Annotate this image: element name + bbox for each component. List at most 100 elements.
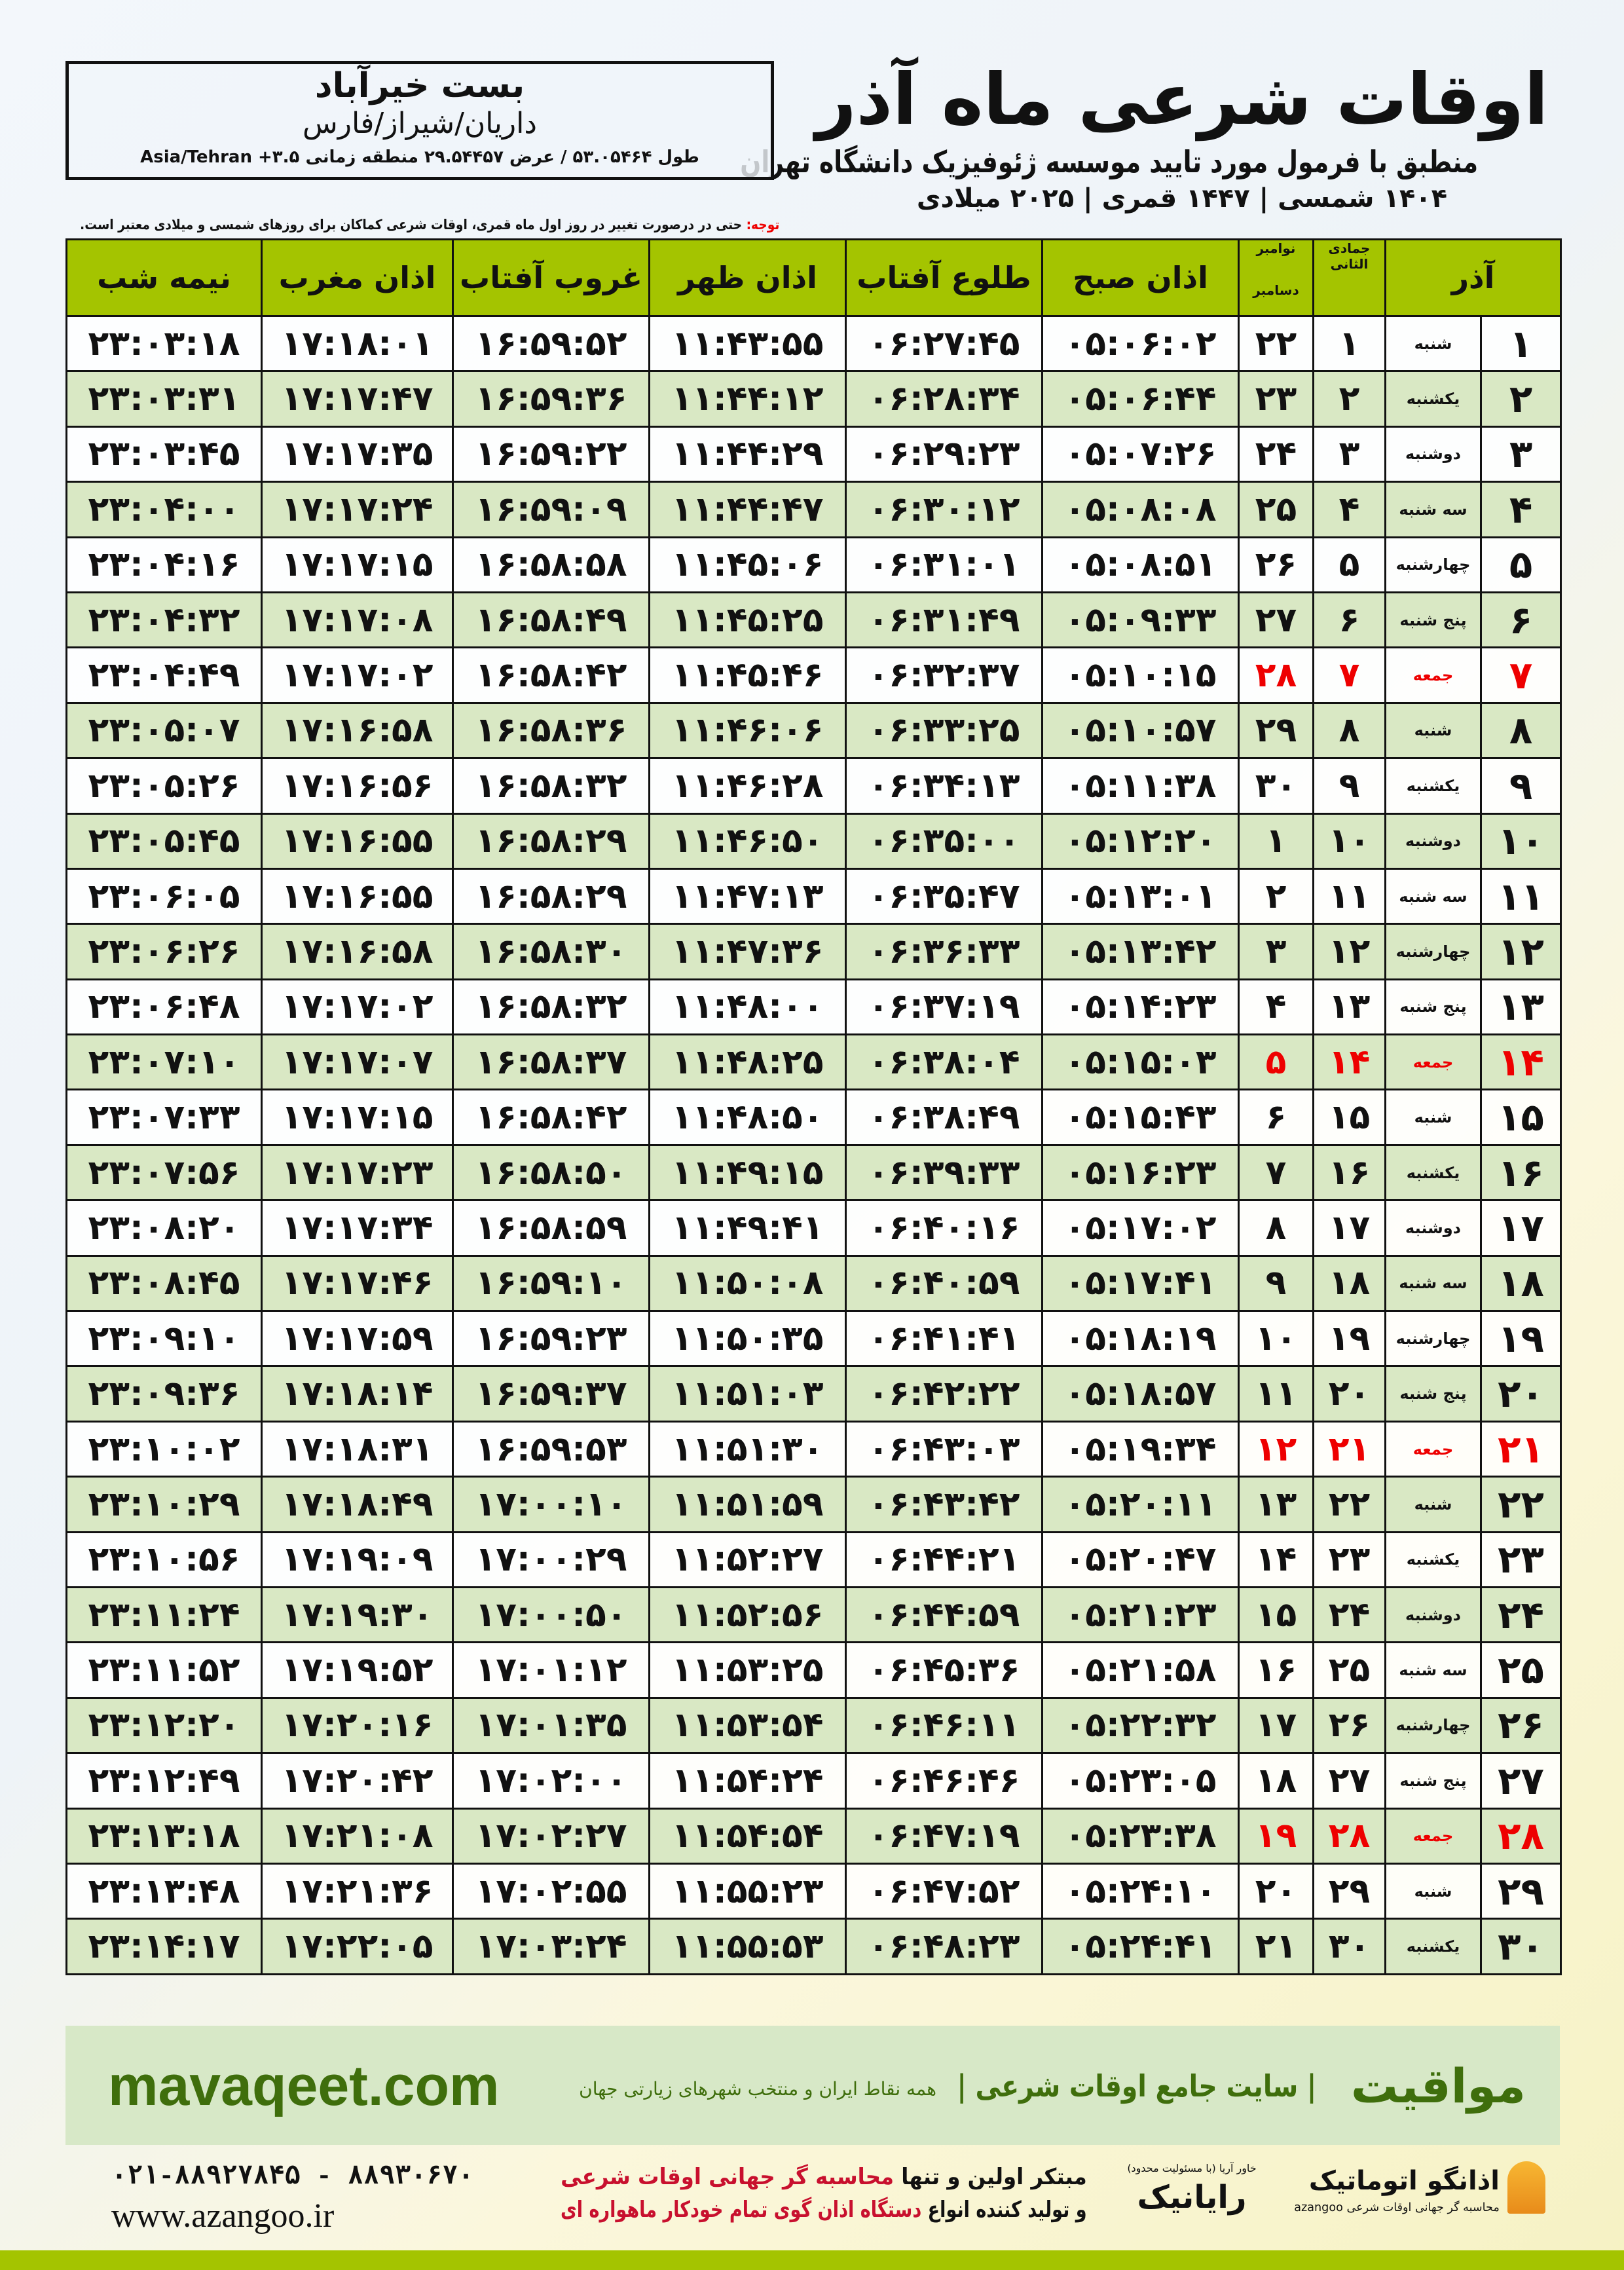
cell-jumada-day: ۱۸ xyxy=(1312,1254,1386,1312)
mavaqeet-tagline-sub: همه نقاط ایران و منتخب شهرهای زیارتی جها… xyxy=(570,2070,936,2109)
cell-gregorian-day: ۱۹ xyxy=(1238,1807,1314,1865)
cell-maghreb: ۱۷:۱۷:۱۵ xyxy=(261,1088,454,1146)
cell-tolu: ۰۶:۴۳:۰۳ xyxy=(845,1420,1043,1478)
cell-jumada-day: ۱۶ xyxy=(1312,1144,1386,1202)
cell-jumada-day: ۲۹ xyxy=(1312,1862,1386,1920)
cell-nimeshab: ۲۳:۰۵:۲۶ xyxy=(65,757,263,815)
cell-zohr: ۱۱:۵۲:۲۷ xyxy=(648,1531,847,1588)
page-subtitle-text: منطبق با فرمول مورد تایید موسسه ژئوفیزیک… xyxy=(739,144,1478,179)
cell-tolu: ۰۶:۴۶:۱۱ xyxy=(845,1696,1043,1755)
table-row: ۲۸ جمعه ۲۸ ۱۹ ۰۵:۲۳:۳۸ ۰۶:۴۷:۱۹ ۱۱:۵۴:۵۴ ۱۷:۰۲:… xyxy=(65,1807,1562,1865)
cell-ghorub: ۱۷:۰۰:۲۹ xyxy=(452,1531,650,1588)
cell-sobh: ۰۵:۰۸:۰۸ xyxy=(1041,481,1240,538)
cell-maghreb: ۱۷:۱۷:۳۵ xyxy=(261,425,454,483)
cell-gregorian-day: ۲۲ xyxy=(1238,314,1314,373)
mavaqeet-site[interactable]: mavaqeet.com xyxy=(108,2050,527,2122)
col-azar: آذر xyxy=(1384,238,1562,317)
note: توجه: حتی در درصورت تغییر در روز اول ماه… xyxy=(65,215,779,234)
cell-tolu: ۰۶:۳۰:۱۲ xyxy=(845,481,1043,538)
cell-jumada-day: ۲۲ xyxy=(1312,1476,1386,1533)
cell-gregorian-day: ۱۲ xyxy=(1238,1420,1314,1478)
cell-nimeshab: ۲۳:۱۰:۰۲ xyxy=(65,1420,263,1478)
mavaqeet-site-text[interactable]: mavaqeet.com xyxy=(108,2055,500,2117)
phone-numbers-text: ۰۲۱-۸۸۹۲۷۸۴۵ - ۸۸۹۳۰۶۷۰ xyxy=(111,2163,474,2192)
cell-maghreb: ۱۷:۱۸:۳۱ xyxy=(261,1420,454,1478)
cell-azar-day: ۲۹ xyxy=(1480,1862,1562,1920)
cell-azar-day: ۱۹ xyxy=(1480,1310,1562,1368)
cell-ghorub: ۱۶:۵۸:۳۶ xyxy=(452,701,650,760)
location-name-text: بست خیرآباد xyxy=(314,66,525,105)
cell-zohr: ۱۱:۵۲:۵۶ xyxy=(648,1586,847,1644)
cell-zohr: ۱۱:۴۳:۵۵ xyxy=(648,314,847,373)
cell-weekday: شنبه xyxy=(1384,1476,1483,1533)
dome-icon xyxy=(1507,2161,1545,2214)
cell-maghreb: ۱۷:۱۸:۱۴ xyxy=(261,1365,454,1423)
cell-weekday: چهارشنبه xyxy=(1384,923,1483,980)
cell-weekday: شنبه xyxy=(1384,701,1483,760)
table-row: ۴ سه شنبه ۴ ۲۵ ۰۵:۰۸:۰۸ ۰۶:۳۰:۱۲ ۱۱:۴۴:۴۷ ۱۶:۵۹… xyxy=(65,481,1562,538)
cell-zohr: ۱۱:۴۶:۵۰ xyxy=(648,812,847,870)
cell-zohr: ۱۱:۴۹:۱۵ xyxy=(648,1144,847,1202)
table-row: ۲۶ چهارشنبه ۲۶ ۱۷ ۰۵:۲۲:۳۲ ۰۶:۴۶:۱۱ ۱۱:۵۳:۵۴ ۱۷… xyxy=(65,1696,1562,1755)
cell-weekday: سه شنبه xyxy=(1384,867,1483,925)
col-maghreb: اذان مغرب xyxy=(261,238,454,317)
cell-maghreb: ۱۷:۱۸:۰۱ xyxy=(261,314,454,373)
phone-numbers: ۰۲۱-۸۸۹۲۷۸۴۵ - ۸۸۹۳۰۶۷۰ xyxy=(111,2161,517,2194)
cell-maghreb: ۱۷:۲۱:۳۶ xyxy=(261,1862,454,1920)
col-jumada: جمادی الثانی xyxy=(1312,238,1386,317)
mavaqeet-tagline-sub-text: همه نقاط ایران و منتخب شهرهای زیارتی جها… xyxy=(579,2078,936,2100)
cell-maghreb: ۱۷:۱۷:۳۴ xyxy=(261,1199,454,1257)
cell-ghorub: ۱۶:۵۹:۰۹ xyxy=(452,481,650,538)
cell-weekday: یکشنبه xyxy=(1384,757,1483,815)
cell-nimeshab: ۲۳:۱۳:۱۸ xyxy=(65,1807,263,1865)
cell-maghreb: ۱۷:۲۱:۰۸ xyxy=(261,1807,454,1865)
cell-ghorub: ۱۶:۵۸:۲۹ xyxy=(452,812,650,870)
cell-gregorian-day: ۲۵ xyxy=(1238,481,1314,538)
cell-azar-day: ۱۸ xyxy=(1480,1254,1562,1312)
cell-maghreb: ۱۷:۱۷:۰۲ xyxy=(261,646,454,704)
cell-weekday: دوشنبه xyxy=(1384,812,1483,870)
cell-nimeshab: ۲۳:۰۷:۳۳ xyxy=(65,1088,263,1146)
cell-ghorub: ۱۷:۰۲:۵۵ xyxy=(452,1862,650,1920)
cell-ghorub: ۱۶:۵۸:۵۹ xyxy=(452,1199,650,1257)
cell-tolu: ۰۶:۳۵:۴۷ xyxy=(845,867,1043,925)
cell-gregorian-day: ۹ xyxy=(1238,1254,1314,1312)
cell-weekday: پنج شنبه xyxy=(1384,1365,1483,1423)
cell-sobh: ۰۵:۱۱:۳۸ xyxy=(1041,757,1240,815)
cell-gregorian-day: ۷ xyxy=(1238,1144,1314,1202)
cell-gregorian-day: ۲۸ xyxy=(1238,646,1314,704)
table-body: ۱ شنبه ۱ ۲۲ ۰۵:۰۶:۰۲ ۰۶:۲۷:۴۵ ۱۱:۴۳:۵۵ ۱۶:۵۹:۵۲… xyxy=(65,314,1562,1975)
cell-tolu: ۰۶:۴۶:۴۶ xyxy=(845,1752,1043,1810)
promo1b: محاسبه گر جهانی اوقات شرعی xyxy=(561,2164,895,2190)
cell-sobh: ۰۵:۱۰:۵۷ xyxy=(1041,701,1240,760)
mavaqeet-logo: مواقیت xyxy=(1329,2053,1526,2119)
cell-azar-day: ۶ xyxy=(1480,591,1562,649)
col-ghorub: غروب آفتاب xyxy=(452,238,650,317)
cell-tolu: ۰۶:۴۵:۳۶ xyxy=(845,1641,1043,1699)
cell-azar-day: ۷ xyxy=(1480,646,1562,704)
table-row: ۲۴ دوشنبه ۲۴ ۱۵ ۰۵:۲۱:۲۳ ۰۶:۴۴:۵۹ ۱۱:۵۲:۵۶ ۱۷:۰… xyxy=(65,1586,1562,1644)
cell-tolu: ۰۶:۳۱:۴۹ xyxy=(845,591,1043,649)
cell-zohr: ۱۱:۵۴:۲۴ xyxy=(648,1752,847,1810)
cell-azar-day: ۲۴ xyxy=(1480,1586,1562,1644)
cell-tolu: ۰۶:۴۴:۲۱ xyxy=(845,1531,1043,1588)
cell-jumada-day: ۱۰ xyxy=(1312,812,1386,870)
cell-jumada-day: ۱۳ xyxy=(1312,978,1386,1036)
cell-gregorian-day: ۱۵ xyxy=(1238,1586,1314,1644)
cell-azar-day: ۲۵ xyxy=(1480,1641,1562,1699)
cell-maghreb: ۱۷:۱۹:۰۹ xyxy=(261,1531,454,1588)
cell-zohr: ۱۱:۵۰:۳۵ xyxy=(648,1310,847,1368)
cell-zohr: ۱۱:۵۵:۲۳ xyxy=(648,1862,847,1920)
col-zohr: اذان ظهر xyxy=(648,238,847,317)
cell-sobh: ۰۵:۱۴:۲۳ xyxy=(1041,978,1240,1036)
cell-nimeshab: ۲۳:۰۴:۱۶ xyxy=(65,536,263,593)
cell-zohr: ۱۱:۴۸:۰۰ xyxy=(648,978,847,1036)
cell-zohr: ۱۱:۴۸:۵۰ xyxy=(648,1088,847,1146)
cell-nimeshab: ۲۳:۰۶:۴۸ xyxy=(65,978,263,1036)
cell-ghorub: ۱۷:۰۱:۳۵ xyxy=(452,1696,650,1755)
col-nov: نوامبر xyxy=(1256,240,1296,256)
cell-gregorian-day: ۸ xyxy=(1238,1199,1314,1257)
azangoo-site-text[interactable]: www.azangoo.ir xyxy=(111,2197,335,2235)
azangoo-site[interactable]: www.azangoo.ir xyxy=(111,2195,517,2237)
cell-jumada-day: ۲۵ xyxy=(1312,1641,1386,1699)
